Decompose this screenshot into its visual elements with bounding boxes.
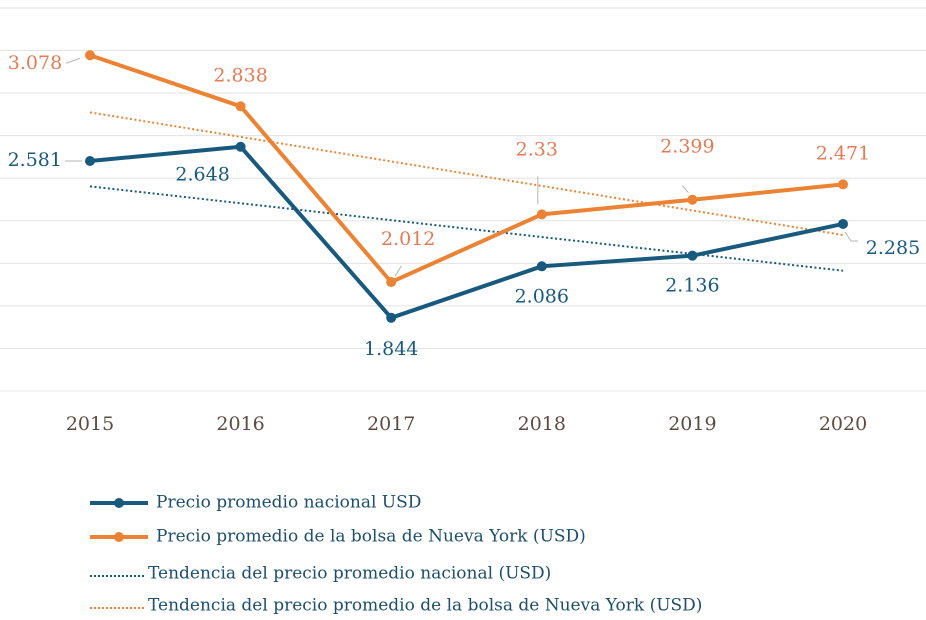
leader-line (682, 185, 689, 194)
legend-label: Precio promedio de la bolsa de Nueva Yor… (156, 527, 586, 547)
data-label: 2.086 (515, 285, 569, 307)
data-label: 2.581 (8, 149, 62, 171)
data-label: 2.399 (660, 136, 714, 158)
data-label: 2.285 (866, 237, 920, 259)
data-point (838, 179, 848, 190)
data-point (687, 194, 698, 205)
data-point (536, 261, 547, 272)
data-point (687, 250, 698, 261)
data-label: 1.844 (364, 338, 418, 360)
x-tick-label: 2016 (216, 413, 264, 435)
leader-line (65, 57, 81, 64)
x-tick-label: 2018 (518, 413, 566, 435)
data-point (85, 50, 95, 61)
data-label: 2.33 (516, 138, 558, 160)
x-tick-label: 2020 (819, 413, 867, 435)
trend-line (89, 185, 844, 272)
series-line (89, 53, 844, 285)
legend-swatch (114, 532, 124, 542)
x-tick-label: 2019 (668, 413, 716, 435)
data-label: 2.471 (816, 142, 870, 164)
legend-label: Tendencia del precio promedio nacional (… (148, 564, 551, 584)
x-tick-label: 2017 (367, 413, 415, 435)
data-point (386, 312, 397, 323)
leader-line (844, 231, 858, 242)
data-point (838, 218, 848, 229)
data-point (235, 141, 246, 152)
x-tick-label: 2015 (66, 413, 114, 435)
data-point (85, 155, 95, 166)
series-line (89, 144, 844, 320)
data-label: 2.838 (213, 64, 267, 86)
data-label: 2.136 (665, 275, 719, 297)
data-label: 3.078 (8, 52, 62, 74)
data-point (536, 209, 547, 220)
legend-swatch (114, 498, 124, 508)
legend-label: Precio promedio nacional USD (156, 493, 421, 513)
leader-line (394, 265, 402, 277)
trend-line (89, 111, 844, 236)
data-point (235, 101, 246, 112)
data-label: 2.648 (175, 164, 229, 186)
data-point (386, 277, 397, 288)
legend-label: Tendencia del precio promedio de la bols… (148, 596, 702, 616)
data-label: 2.012 (381, 228, 435, 250)
